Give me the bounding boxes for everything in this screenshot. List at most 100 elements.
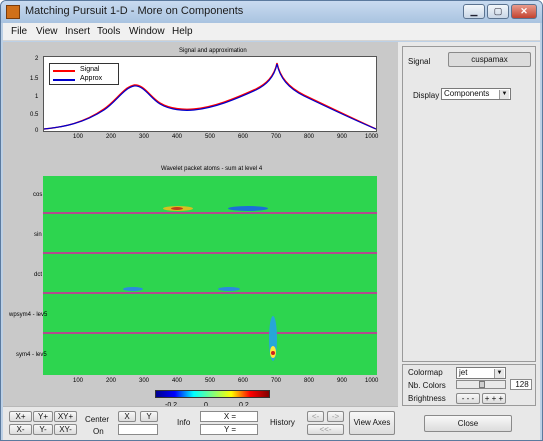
colormap-select[interactable]: jet ▼ [456, 367, 506, 379]
maximize-button[interactable]: ▢ [487, 4, 509, 19]
center-on-label: On [93, 427, 104, 436]
colormap-select-value: jet [459, 368, 468, 377]
view-axes-button[interactable]: View Axes [349, 411, 395, 435]
ncolors-field[interactable]: 128 [510, 379, 532, 390]
title-bar: Matching Pursuit 1-D - More on Component… [1, 1, 542, 23]
display-select[interactable]: Components ▼ [441, 88, 511, 100]
y-tick: 1.5 [30, 76, 39, 82]
row-label-wpsym4: wpsym4 - lev5 [9, 312, 48, 318]
chevron-down-icon: ▼ [494, 369, 504, 378]
x-tick: 300 [139, 378, 150, 384]
history-back-button[interactable]: <- [307, 411, 324, 422]
top-plot-title: Signal and approximation [179, 48, 247, 54]
center-x-button[interactable]: X [118, 411, 136, 422]
signal-name-field: cuspamax [448, 52, 531, 67]
ncolors-slider[interactable] [456, 380, 506, 389]
matlab-app-icon [6, 5, 20, 19]
menu-file[interactable]: File [11, 26, 28, 37]
x-tick: 200 [106, 378, 117, 384]
legend-signal-swatch [53, 70, 75, 72]
x-tick: 1000 [365, 378, 379, 384]
display-label: Display [413, 91, 440, 100]
approx-line [44, 63, 376, 130]
info-label: Info [177, 418, 191, 427]
zoom-x-minus-button[interactable]: X- [9, 424, 32, 435]
close-window-button[interactable]: ✕ [511, 4, 537, 19]
menu-tools[interactable]: Tools [97, 26, 121, 37]
ncolors-label: Nb. Colors [408, 381, 446, 390]
coefficient-blob [271, 351, 275, 355]
x-tick: 400 [172, 134, 183, 140]
coefficient-blob [269, 316, 277, 361]
menu-insert[interactable]: Insert [65, 26, 91, 37]
history-label: History [270, 418, 295, 427]
y-tick: 0 [35, 128, 39, 134]
slider-thumb[interactable] [479, 381, 485, 388]
info-y-field: Y = [200, 424, 258, 435]
center-label: Center [85, 415, 110, 424]
x-tick: 500 [205, 134, 216, 140]
legend-approx-label: Approx [80, 75, 103, 82]
colormap-label: Colormap [408, 368, 443, 377]
row-separator [43, 332, 377, 334]
menu-window[interactable]: Window [129, 26, 165, 37]
display-select-value: Components [444, 89, 490, 98]
coefficient-blob [171, 207, 183, 210]
row-separator [43, 252, 377, 254]
signal-label: Signal [408, 57, 431, 66]
components-heatmap[interactable] [43, 176, 377, 375]
signal-axes[interactable]: Signal Approx [43, 56, 377, 132]
row-separator [43, 212, 377, 214]
row-label-sym4: sym4 - lev5 [16, 352, 47, 358]
bottom-plot-title: Wavelet packet atoms - sum at level 4 [161, 166, 263, 172]
zoom-xy-minus-button[interactable]: XY- [54, 424, 77, 435]
window-title: Matching Pursuit 1-D - More on Component… [25, 5, 244, 17]
x-tick: 300 [139, 134, 150, 140]
minimize-button[interactable]: ▁ [463, 4, 485, 19]
brightness-label: Brightness [408, 394, 446, 403]
menu-help[interactable]: Help [172, 26, 193, 37]
signal-frame: Signal cuspamax Display Components ▼ [402, 46, 536, 362]
zoom-x-plus-button[interactable]: X+ [9, 411, 32, 422]
y-tick: 0.5 [30, 112, 39, 118]
colorbar-tick: -0.2 [165, 402, 177, 409]
menu-view[interactable]: View [36, 26, 58, 37]
x-tick: 700 [271, 378, 282, 384]
x-tick: 500 [205, 378, 216, 384]
x-tick: 200 [106, 134, 117, 140]
history-reset-button[interactable]: <<- [307, 424, 344, 435]
side-panel: Signal cuspamax Display Components ▼ Col… [400, 42, 540, 440]
row-label-dct: dct [34, 272, 43, 278]
zoom-y-plus-button[interactable]: Y+ [33, 411, 53, 422]
legend-approx-swatch [53, 79, 75, 81]
colorbar-tick: 0.2 [239, 402, 249, 409]
x-tick: 600 [238, 134, 249, 140]
coefficient-blob [228, 206, 268, 211]
colorbar-tick: 0 [204, 402, 208, 409]
signal-curves [44, 62, 376, 130]
signal-line [44, 62, 376, 130]
x-tick: 100 [73, 134, 84, 140]
y-tick: 2 [35, 56, 39, 62]
coefficient-blob [218, 287, 240, 291]
row-label-sin: sin [34, 232, 42, 238]
info-x-field: X = [200, 411, 258, 422]
navigation-bar: X+ Y+ XY+ X- Y- XY- Center On X Y Info X… [3, 406, 398, 440]
brightness-minus-button[interactable]: - - - [456, 393, 480, 404]
center-y-button[interactable]: Y [140, 411, 158, 422]
center-value-field[interactable] [118, 424, 158, 435]
x-tick: 100 [73, 378, 84, 384]
close-button[interactable]: Close [424, 415, 512, 432]
menu-bar: File View Insert Tools Window Help [3, 23, 540, 41]
brightness-plus-button[interactable]: + + + [482, 393, 506, 404]
zoom-xy-plus-button[interactable]: XY+ [54, 411, 77, 422]
zoom-y-minus-button[interactable]: Y- [33, 424, 53, 435]
history-forward-button[interactable]: -> [327, 411, 344, 422]
legend-signal-label: Signal [80, 66, 100, 73]
x-tick: 600 [238, 378, 249, 384]
legend: Signal Approx [49, 63, 119, 85]
x-tick: 1000 [365, 134, 379, 140]
row-separator [43, 292, 377, 294]
coefficient-blob [123, 287, 143, 291]
